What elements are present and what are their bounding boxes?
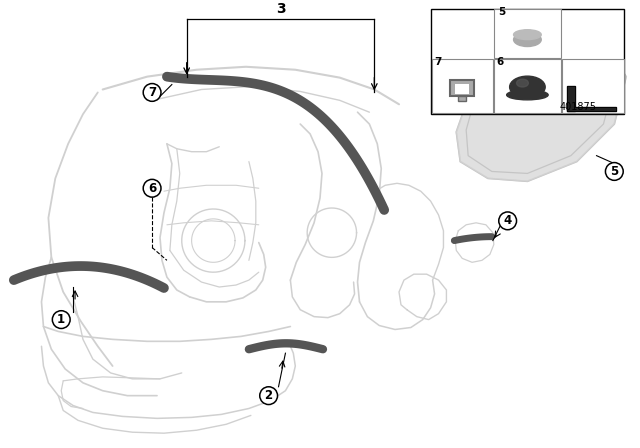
Text: 3: 3 <box>276 2 285 17</box>
Bar <box>562 59 624 113</box>
Ellipse shape <box>513 30 541 39</box>
Bar <box>431 9 624 114</box>
Text: 2: 2 <box>264 389 273 402</box>
Ellipse shape <box>507 90 548 100</box>
Text: 1: 1 <box>57 313 65 326</box>
Ellipse shape <box>509 76 545 98</box>
Bar <box>451 80 474 96</box>
Text: 5: 5 <box>498 8 505 17</box>
Polygon shape <box>567 86 575 111</box>
Circle shape <box>143 84 161 101</box>
Circle shape <box>52 311 70 328</box>
Bar <box>431 59 493 113</box>
Bar <box>494 9 561 58</box>
Polygon shape <box>567 107 616 111</box>
Text: 6: 6 <box>497 57 504 67</box>
Bar <box>458 96 466 101</box>
Text: 4: 4 <box>504 214 512 227</box>
Text: 5: 5 <box>610 165 618 178</box>
Polygon shape <box>456 33 626 181</box>
Circle shape <box>605 163 623 181</box>
Circle shape <box>499 212 516 230</box>
Text: 7: 7 <box>435 57 442 67</box>
Polygon shape <box>456 33 626 181</box>
Bar <box>455 84 469 94</box>
Text: 7: 7 <box>148 86 156 99</box>
Circle shape <box>143 179 161 197</box>
Circle shape <box>260 387 278 405</box>
Ellipse shape <box>516 79 529 87</box>
Ellipse shape <box>513 33 541 47</box>
Bar <box>494 59 561 113</box>
Text: 401875: 401875 <box>560 102 597 112</box>
Text: 6: 6 <box>148 182 156 195</box>
